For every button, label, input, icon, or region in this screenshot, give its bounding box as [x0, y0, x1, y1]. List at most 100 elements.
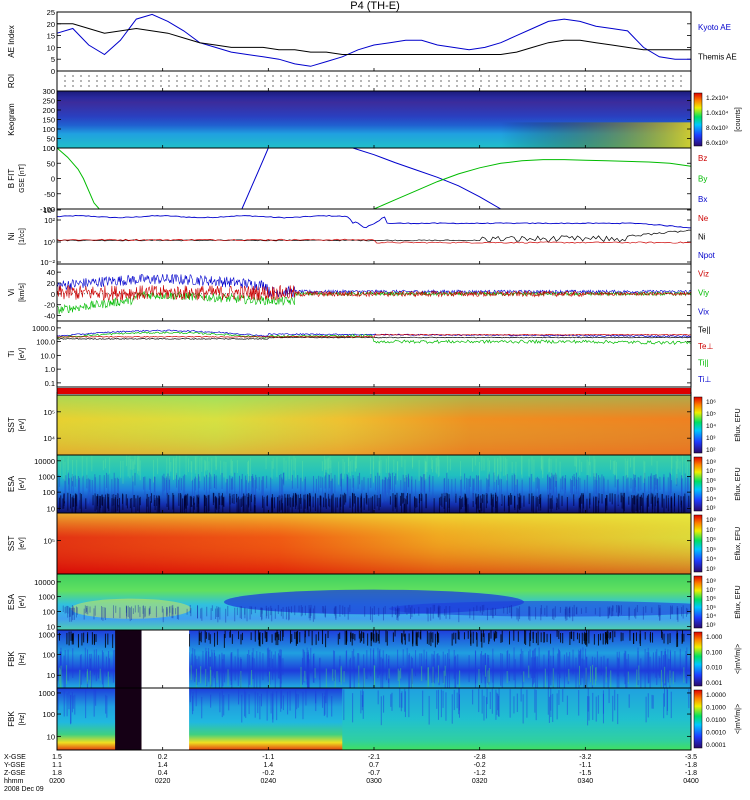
sst_e-sublabel: [eV] — [19, 419, 26, 432]
esa_i-cbar-tick: 10⁴ — [706, 613, 716, 620]
ae-series-0 — [56, 13, 691, 67]
esa_e-ytick-label: 1000 — [38, 472, 55, 481]
esa_e-cbar-tick: 10⁵ — [706, 487, 716, 494]
bfit-ytick-label: 50 — [47, 159, 55, 168]
bfit-legend-1: By — [698, 175, 707, 184]
keogram-colorbar — [693, 92, 703, 147]
fbk_b-cbar-tick: 0.0100 — [706, 717, 726, 724]
esa_i-texture — [62, 604, 691, 623]
ni-frame — [56, 208, 692, 265]
time-row-value: 1.4 — [263, 762, 273, 769]
keogram-cbar-tick: 8.0x10³ — [706, 125, 729, 132]
time-row-value: 0200 — [49, 778, 65, 785]
esa_e-cbar-tick: 10⁶ — [706, 477, 716, 484]
vi-legend-2: Vix — [698, 308, 709, 317]
esa_e-ytick-label: 100 — [42, 488, 55, 497]
fbk_b-cbar-tick: 1.0000 — [706, 692, 726, 699]
ti-legend-1: Te⊥ — [698, 342, 713, 351]
fbk_b-gap-dark — [115, 688, 142, 750]
time-row-value: 1.5 — [52, 754, 62, 761]
keogram-ytick-label: 50 — [47, 135, 55, 144]
esa_i-cbar-tick: 10⁷ — [706, 587, 716, 594]
ti-sublabel: [eV] — [19, 348, 26, 361]
time-row-value: 1.4 — [158, 762, 168, 769]
sst_i-overlay — [57, 513, 691, 574]
esa_i-colorbar — [693, 575, 703, 629]
esa_i-feature — [388, 600, 691, 617]
bfit-ytick-label: -100 — [40, 205, 55, 214]
esa_i-ytick-label: 1000 — [38, 592, 55, 601]
keogram-cbar-tick: 1.0x10⁴ — [706, 110, 729, 117]
time-row-value: 0220 — [155, 778, 171, 785]
esa_i-cbar-tick: 10⁸ — [706, 578, 716, 585]
fbk_b-colorbar — [693, 689, 703, 749]
ti-legend-2: Ti|| — [698, 358, 709, 367]
sst_i-cbar-tick: 10⁸ — [706, 517, 716, 524]
ni-npot-line — [57, 214, 691, 229]
fbk_e-colorbar — [693, 631, 703, 687]
fbk_b-ytick-label: 1000 — [38, 689, 55, 698]
time-row-label: hhmm — [4, 778, 24, 785]
esa_e-texture — [59, 455, 691, 485]
ae-legend-0: Kyoto AE — [698, 23, 731, 32]
time-row-value: -0.7 — [368, 770, 380, 777]
esa_e-cbar-tick: 10⁷ — [706, 468, 716, 475]
bfit-legend-2: Bx — [698, 195, 707, 204]
keogram-ytick-label: 150 — [42, 116, 55, 125]
time-row-value: -1.1 — [579, 762, 591, 769]
ae-ylabel: AE Index — [7, 25, 16, 57]
fbk_e-sublabel: [Hz] — [19, 653, 26, 666]
sst_e-cbar-tick: 10² — [706, 447, 716, 454]
sst_i-cbar-tick: 10⁴ — [706, 556, 716, 563]
fbk_e-ylabel: FBK — [7, 651, 16, 667]
fbk_b-cbar-tick: 0.1000 — [706, 705, 726, 712]
time-row-value: -3.5 — [685, 754, 697, 761]
vi-viz-line — [57, 285, 691, 302]
fbk_b-ytick-label: 10 — [47, 732, 55, 741]
ti-ytick-label: 100.0 — [36, 338, 55, 347]
time-row-value: -0.2 — [474, 762, 486, 769]
roi-ylabel: ROI — [7, 74, 16, 88]
fbk_b-sublabel: [Hz] — [19, 713, 26, 726]
sst_e-ylabel: SST — [7, 417, 16, 433]
bfit-ytick-label: 100 — [42, 144, 55, 153]
esa_e-colorbar — [693, 456, 703, 512]
time-row-value: -0.2 — [262, 770, 274, 777]
fbk_e-gap — [141, 630, 190, 688]
bfit-series-1 — [241, 148, 269, 209]
ae-series-1 — [57, 23, 691, 55]
ni-ne-line — [57, 238, 691, 244]
vi-legend-1: Viy — [698, 289, 709, 298]
sst_e-ytick-label: 10⁵ — [44, 408, 55, 417]
vi-ytick-label: 0 — [51, 290, 55, 299]
fbk_e-cbar-label: <|mV/m|> — [735, 644, 742, 674]
sst_i-cbar-tick: 10³ — [706, 566, 716, 573]
status-bar-fill — [57, 388, 691, 394]
esa_i-cbar-tick: 10³ — [706, 622, 716, 629]
time-row-value: -2.1 — [368, 754, 380, 761]
esa_i-cbar-tick: 10⁵ — [706, 604, 716, 611]
ti-ytick-label: 1.0 — [45, 365, 55, 374]
time-row-value: 0.2 — [158, 754, 168, 761]
vi-ylabel: Vi — [7, 289, 16, 296]
vi-legend-0: Viz — [698, 270, 709, 279]
time-row-value: 0300 — [366, 778, 382, 785]
fbk_e-cbar-tick: 0.010 — [706, 665, 723, 672]
ae-ytick-label: 15 — [47, 32, 55, 41]
keogram-ylabel: Keogram — [7, 103, 16, 136]
sst_e-cbar-tick: 10³ — [706, 435, 716, 442]
ae-frame — [56, 11, 692, 72]
ae-ytick-label: 5 — [51, 55, 55, 64]
fbk_b-texture — [57, 688, 690, 726]
time-row-value: -3.2 — [579, 754, 591, 761]
esa_e-ylabel: ESA — [7, 475, 16, 492]
time-row-value: -1.8 — [685, 770, 697, 777]
time-row-value: -1.5 — [579, 770, 591, 777]
keogram-ytick-label: 250 — [42, 97, 55, 106]
sst_i-cbar-label: Eflux, EFU — [735, 527, 742, 560]
ti-legend-3: Ti⊥ — [698, 375, 711, 384]
sst_e-colorbar — [693, 396, 703, 454]
keogram-cbar-tick: 1.2x10⁴ — [706, 95, 729, 102]
